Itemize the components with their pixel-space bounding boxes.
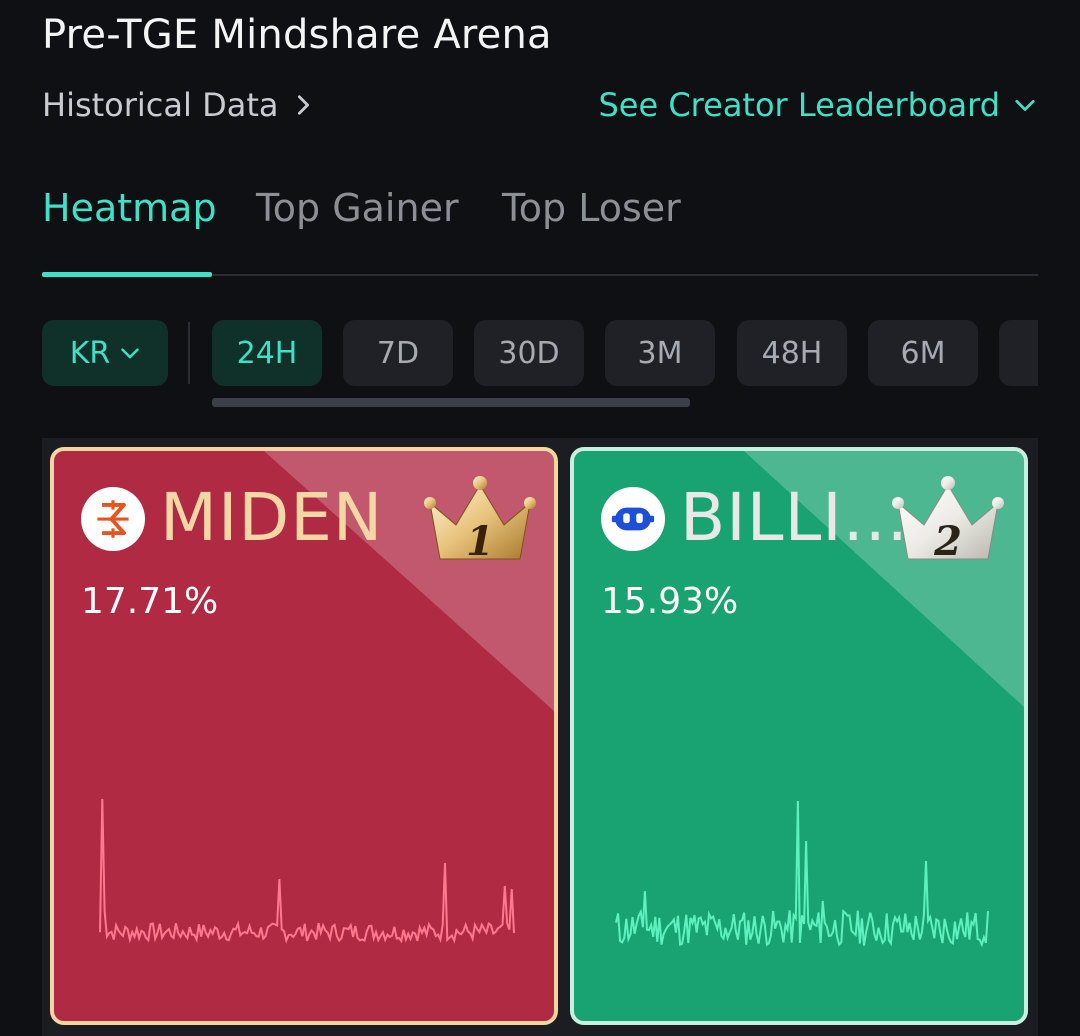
filter-bar: KR 24H 7D 30D 3M 48H 6M 1	[42, 320, 1038, 386]
token-name: BILLI...	[680, 479, 909, 556]
chevron-down-icon	[121, 348, 140, 359]
crown-icon: 1	[424, 476, 536, 565]
sparkline-path	[615, 800, 989, 948]
region-dropdown[interactable]: KR	[42, 320, 168, 386]
region-label: KR	[69, 335, 111, 371]
divider	[188, 322, 190, 384]
time-filter-6m[interactable]: 6M	[868, 320, 978, 386]
historical-data-link[interactable]: Historical Data	[42, 86, 314, 124]
sparkline	[99, 798, 515, 944]
time-filter-1[interactable]: 1	[999, 320, 1038, 386]
heatmap-tile-miden[interactable]: MIDEN 1 17.71%	[50, 447, 558, 1025]
chevron-right-icon	[298, 95, 310, 115]
mindshare-percent: 15.93%	[601, 581, 739, 622]
time-filter-30d[interactable]: 30D	[474, 320, 584, 386]
filter-scrollbar[interactable]	[212, 398, 690, 407]
chevron-down-icon	[1015, 99, 1035, 111]
token-name: MIDEN	[160, 479, 384, 556]
miden-logo-icon	[81, 487, 145, 551]
time-filter-24h[interactable]: 24H	[212, 320, 322, 386]
billi-logo-icon	[601, 487, 665, 551]
historical-data-label: Historical Data	[42, 86, 279, 124]
tab-top-loser[interactable]: Top Loser	[502, 186, 681, 230]
sparkline-path	[99, 798, 515, 944]
tab-bar: Heatmap Top Gainer Top Loser	[42, 186, 1038, 277]
active-tab-indicator	[42, 272, 212, 277]
mindshare-percent: 17.71%	[81, 581, 219, 622]
creator-leaderboard-label: See Creator Leaderboard	[598, 86, 1000, 124]
page-title: Pre-TGE Mindshare Arena	[42, 12, 552, 58]
creator-leaderboard-link[interactable]: See Creator Leaderboard	[598, 86, 1036, 124]
tab-heatmap[interactable]: Heatmap	[42, 186, 217, 230]
time-filter-7d[interactable]: 7D	[343, 320, 453, 386]
heatmap-tile-billi[interactable]: BILLI... 2 15.93%	[570, 447, 1028, 1025]
time-filter-3m[interactable]: 3M	[605, 320, 715, 386]
crown-icon: 2	[892, 476, 1004, 565]
sparkline	[615, 800, 989, 948]
time-filter-48h[interactable]: 48H	[737, 320, 847, 386]
rank-number: 1	[466, 518, 494, 565]
rank-number: 2	[933, 518, 962, 565]
tab-top-gainer[interactable]: Top Gainer	[256, 186, 459, 230]
